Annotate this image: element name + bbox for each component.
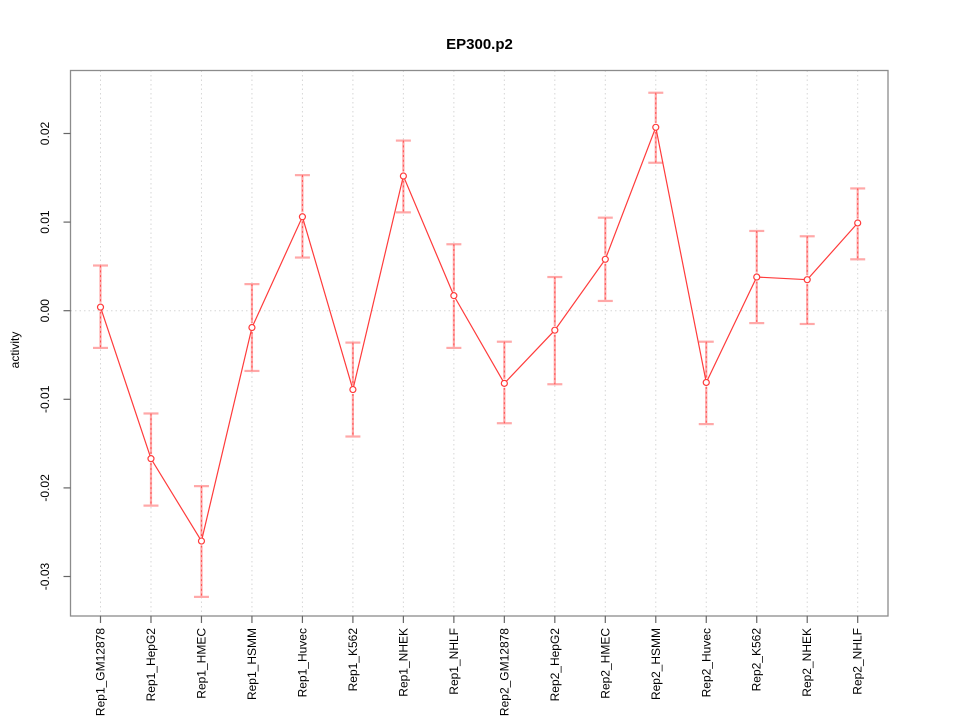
y-tick-label: -0.03 — [38, 563, 52, 591]
data-point-marker — [399, 172, 407, 180]
y-tick-label: -0.02 — [38, 474, 52, 502]
data-point-marker — [854, 219, 862, 227]
data-point-marker — [147, 455, 155, 463]
data-point-marker — [753, 273, 761, 281]
y-tick-label: 0.01 — [38, 210, 52, 234]
x-tick-label: Rep1_HepG2 — [144, 628, 158, 702]
y-tick-label: 0.00 — [38, 299, 52, 323]
data-point-marker — [349, 385, 357, 394]
x-tick-label: Rep2_NHLF — [851, 628, 865, 695]
x-tick-label: Rep2_HSMM — [649, 628, 663, 700]
plot-border — [69, 69, 889, 617]
x-tick-label: Rep2_K562 — [750, 628, 764, 692]
x-tick-label: Rep1_NHEK — [396, 628, 410, 697]
data-point-marker — [803, 276, 811, 284]
data-point-marker — [197, 537, 206, 545]
x-tick-label: Rep1_K562 — [346, 628, 360, 692]
x-tick-label: Rep1_HMEC — [194, 628, 208, 699]
x-tick-label: Rep2_Huvec — [699, 628, 713, 697]
data-point-marker — [500, 379, 508, 387]
x-tick-label: Rep2_HMEC — [598, 628, 612, 699]
data-point-marker — [298, 213, 307, 221]
data-point-marker — [450, 292, 458, 300]
data-point-marker — [96, 303, 105, 311]
data-point-marker — [601, 255, 609, 263]
x-tick-label: Rep1_GM12878 — [94, 628, 108, 716]
x-tick-label: Rep2_HepG2 — [548, 628, 562, 702]
data-point-marker — [652, 123, 660, 131]
x-tick-label: Rep1_HSMM — [245, 628, 259, 700]
x-tick-label: Rep1_Huvec — [295, 628, 309, 697]
data-point-marker — [702, 378, 710, 387]
x-tick-label: Rep1_NHLF — [447, 628, 461, 695]
y-tick-label: -0.01 — [38, 385, 52, 413]
series-line — [99, 125, 859, 543]
data-point-marker — [248, 323, 256, 332]
x-tick-label: Rep2_NHEK — [800, 628, 814, 697]
chart-title: EP300.p2 — [446, 36, 513, 53]
x-tick-label: Rep2_GM12878 — [497, 628, 511, 716]
data-point-marker — [551, 326, 559, 334]
y-tick-label: 0.02 — [38, 121, 52, 145]
